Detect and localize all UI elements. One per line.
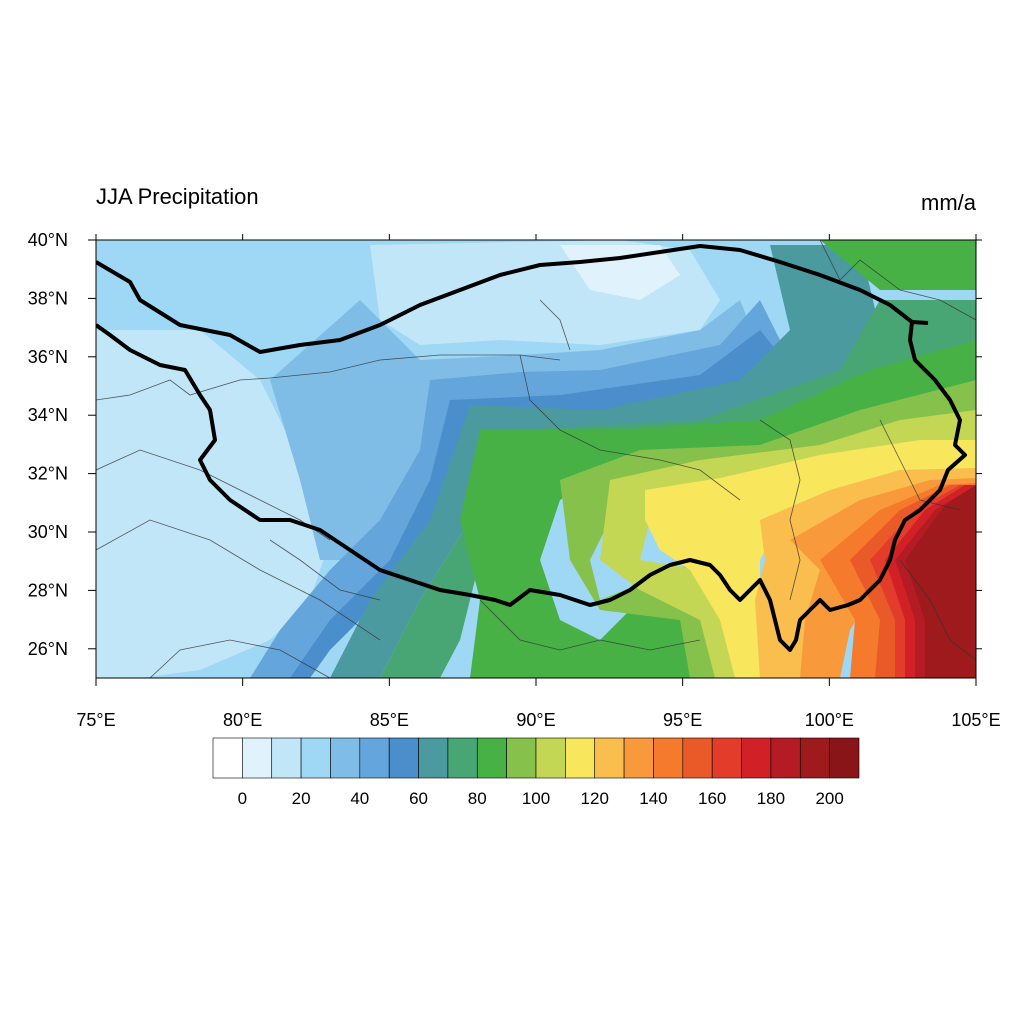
- colorbar-swatch: [829, 737, 860, 779]
- colorbar-swatch: [770, 737, 801, 779]
- contour-130-yellow: [645, 440, 976, 678]
- lat-tick-label: 40°N: [28, 230, 68, 250]
- colorbar-label: 20: [292, 789, 311, 808]
- contour-60-band: [290, 330, 800, 678]
- contour-140-orange: [755, 468, 976, 678]
- admin-boundary-12: [269, 539, 381, 601]
- lat-tick-label: 36°N: [28, 347, 68, 367]
- admin-boundary-3: [96, 519, 381, 641]
- colorbar-swatch: [682, 737, 713, 779]
- contour-110-lightgreen: [560, 380, 976, 678]
- longitude-axis: 75°E 80°E 85°E 90°E 95°E 100°E 105°E: [76, 234, 1001, 730]
- admin-boundary-8: [879, 419, 961, 511]
- colorbar-label: 160: [698, 789, 726, 808]
- colorbar-swatch: [565, 737, 596, 779]
- admin-boundary-7: [759, 419, 801, 601]
- colorbar-label: 140: [639, 789, 667, 808]
- admin-boundary-9: [819, 240, 976, 321]
- colorbar-swatch: [418, 737, 449, 779]
- colorbar-label: 120: [581, 789, 609, 808]
- contour-100-green: [460, 240, 976, 678]
- lon-tick-label: 100°E: [805, 710, 854, 730]
- colorbar-swatch: [506, 737, 537, 779]
- lat-tick-label: 26°N: [28, 639, 68, 659]
- contour-dry-west: [96, 330, 330, 678]
- colorbar-swatch: [359, 737, 390, 779]
- colorbar-swatch: [271, 737, 302, 779]
- colorbar-swatch: [476, 737, 507, 779]
- colorbar-swatch: [300, 737, 331, 779]
- admin-boundary-6: [539, 299, 571, 351]
- colorbar-swatch: [594, 737, 625, 779]
- precipitation-field: [96, 240, 976, 678]
- contour-120-yellowgreen: [600, 410, 976, 678]
- admin-boundary-5: [519, 354, 741, 501]
- lat-tick-label: 38°N: [28, 288, 68, 308]
- admin-boundary-10: [479, 599, 701, 651]
- colorbar-label: 200: [815, 789, 843, 808]
- colorbar-swatch: [623, 737, 654, 779]
- colorbar-swatch: [741, 737, 772, 779]
- colorbar: 0 20 40 60 80 100 120 140 160 180 200: [212, 737, 860, 808]
- colorbar-swatch: [447, 737, 478, 779]
- lon-tick-label: 105°E: [951, 710, 1000, 730]
- lon-tick-label: 80°E: [223, 710, 262, 730]
- lon-tick-label: 90°E: [516, 710, 555, 730]
- colorbar-label: 100: [522, 789, 550, 808]
- colorbar-swatch: [212, 737, 243, 779]
- contour-dry-north: [370, 240, 720, 345]
- lat-tick-label: 34°N: [28, 405, 68, 425]
- colorbar-swatch: [330, 737, 361, 779]
- colorbar-swatch: [388, 737, 419, 779]
- colorbar-swatch: [242, 737, 273, 779]
- colorbar-label: 0: [238, 789, 247, 808]
- lon-tick-label: 75°E: [76, 710, 115, 730]
- colorbar-swatch: [653, 737, 684, 779]
- colorbar-label: 80: [468, 789, 487, 808]
- field-contours: [96, 240, 976, 678]
- colorbar-swatch: [799, 737, 830, 779]
- lat-tick-label: 30°N: [28, 522, 68, 542]
- plateau-boundary: [96, 244, 967, 652]
- map-title: JJA Precipitation: [96, 184, 259, 209]
- admin-boundary-4: [149, 639, 331, 678]
- contour-max-darkred: [905, 485, 976, 678]
- admin-boundary-1: [96, 354, 561, 401]
- colorbar-swatch: [535, 737, 566, 779]
- colorbar-label: 180: [757, 789, 785, 808]
- lon-tick-label: 85°E: [370, 710, 409, 730]
- lat-tick-label: 28°N: [28, 580, 68, 600]
- contour-very-dry-north: [560, 245, 680, 300]
- contour-80-teal: [330, 245, 880, 678]
- lat-tick-label: 32°N: [28, 464, 68, 484]
- colorbar-swatch: [711, 737, 742, 779]
- admin-boundary-11: [899, 559, 976, 661]
- units-label: mm/a: [921, 190, 977, 215]
- colorbar-label: 60: [409, 789, 428, 808]
- lon-tick-label: 95°E: [663, 710, 702, 730]
- colorbar-label: 40: [350, 789, 369, 808]
- latitude-axis: 26°N 28°N 30°N 32°N 34°N 36°N 38°N 40°N: [28, 230, 982, 659]
